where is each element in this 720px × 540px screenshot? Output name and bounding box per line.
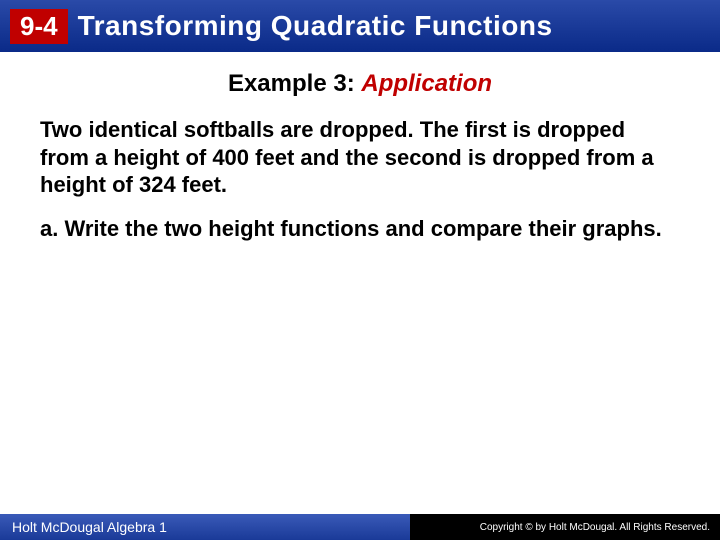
footer-publisher: Holt McDougal Algebra 1 (0, 514, 410, 540)
problem-statement: Two identical softballs are dropped. The… (40, 116, 680, 199)
example-type: Application (361, 70, 492, 97)
footer-bar: Holt McDougal Algebra 1 Copyright © by H… (0, 514, 720, 540)
lesson-title: Transforming Quadratic Functions (78, 10, 553, 42)
example-heading: Example 3: Application (40, 70, 680, 98)
subpart-a-text: a. Write the two height functions and co… (40, 215, 680, 243)
content-area: Example 3: Application Two identical sof… (0, 52, 720, 242)
chapter-number: 9-4 (10, 9, 68, 44)
footer-copyright: Copyright © by Holt McDougal. All Rights… (410, 514, 720, 540)
subpart-a: a. Write the two height functions and co… (40, 215, 680, 243)
slide-container: 9-4 Transforming Quadratic Functions Exa… (0, 0, 720, 540)
example-label: Example 3: (228, 70, 361, 97)
header-bar: 9-4 Transforming Quadratic Functions (0, 0, 720, 52)
